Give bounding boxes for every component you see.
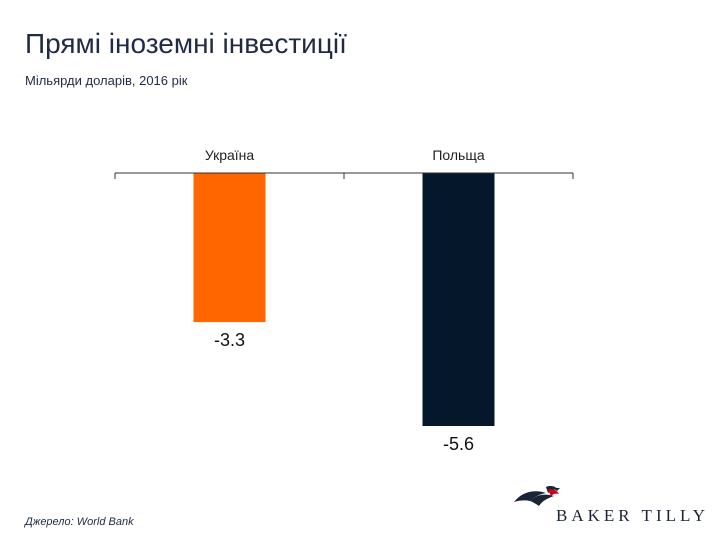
eagle-logo-icon (514, 486, 560, 506)
data-label: -5.6 (443, 434, 474, 454)
category-label: Україна (205, 147, 255, 163)
bar-ukraine (193, 173, 266, 323)
page-title: Прямі іноземні інвестиції (25, 28, 347, 59)
data-label: -3.3 (214, 330, 245, 350)
logo-text: BAKER TILLY (556, 506, 709, 525)
baker-tilly-logo: BAKER TILLY (512, 484, 705, 529)
source-note: Джерело: World Bank (25, 516, 134, 528)
chart-subtitle: Мільярди доларів, 2016 рік (25, 73, 188, 88)
bar-poland (422, 173, 495, 426)
category-label: Польща (432, 147, 485, 163)
